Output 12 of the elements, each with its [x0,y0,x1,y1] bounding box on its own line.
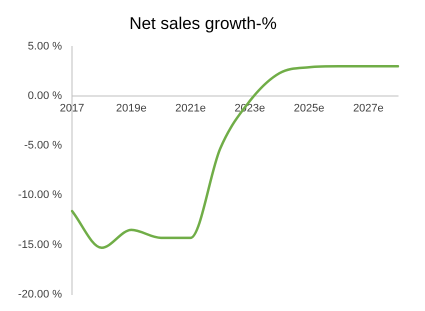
chart-title: Net sales growth-% [129,14,277,33]
x-tick-label: 2025e [294,102,324,115]
y-tick-label: -5.00 % [24,140,62,152]
x-tick-label: 2021e [175,102,206,115]
y-tick-label: -20.00 % [18,288,62,300]
y-tick-label: -10.00 % [18,189,62,202]
x-tick-label: 2017 [60,102,84,115]
x-tick-label: 2019e [116,102,147,115]
y-tick-label: 0.00 % [28,90,62,102]
y-tick-label: 5.00 % [28,40,62,52]
x-tick-label: 2027e [353,102,384,115]
y-tick-label: -15.00 % [18,238,62,251]
